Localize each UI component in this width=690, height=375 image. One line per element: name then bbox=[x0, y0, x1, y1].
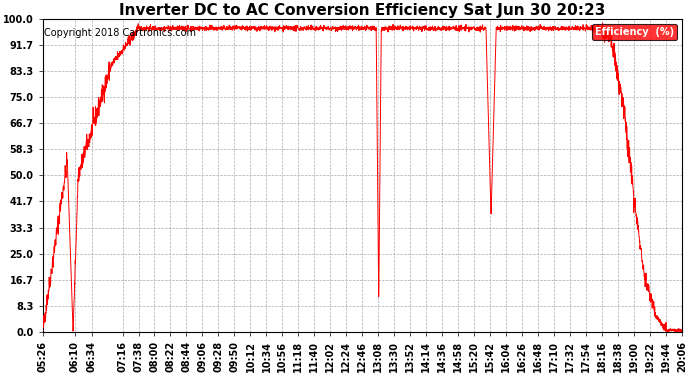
Title: Inverter DC to AC Conversion Efficiency Sat Jun 30 20:23: Inverter DC to AC Conversion Efficiency … bbox=[119, 3, 606, 18]
Text: Copyright 2018 Cartronics.com: Copyright 2018 Cartronics.com bbox=[44, 28, 196, 38]
Legend: Efficiency  (%): Efficiency (%) bbox=[593, 24, 678, 40]
